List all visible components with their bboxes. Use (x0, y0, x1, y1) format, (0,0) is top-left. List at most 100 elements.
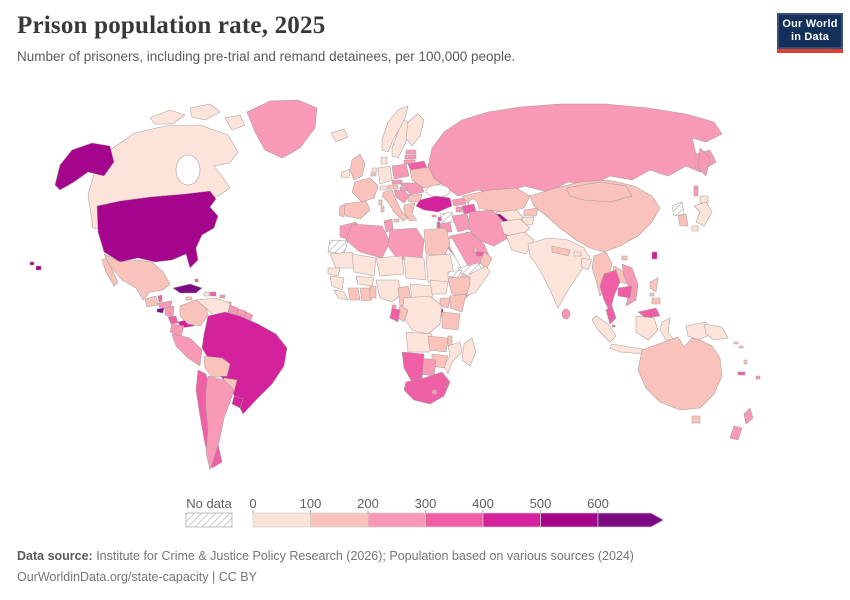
country-malaysia[interactable] (605, 305, 617, 325)
country-estonia[interactable] (405, 149, 417, 155)
country-algeria[interactable] (345, 223, 391, 259)
country-mali[interactable] (351, 253, 377, 277)
country-togo-benin[interactable] (369, 285, 377, 299)
country-western-sahara[interactable] (327, 239, 349, 255)
country-balkans[interactable] (393, 189, 411, 204)
country-ireland[interactable] (340, 168, 351, 179)
country-solomon-islands[interactable] (738, 345, 744, 349)
country-kyrgyzstan[interactable] (523, 207, 539, 217)
country-djibouti[interactable] (461, 273, 467, 278)
legend-bin-swatch[interactable] (425, 512, 484, 528)
country-indonesia-sumatra[interactable] (591, 315, 617, 343)
country-philippines-luzon[interactable] (649, 277, 659, 293)
country-nigeria[interactable] (375, 279, 403, 303)
country-niger[interactable] (375, 255, 405, 277)
country-poland[interactable] (391, 163, 410, 180)
country-el-salvador[interactable] (156, 307, 165, 314)
country-portugal[interactable] (338, 204, 346, 218)
country-greenland[interactable] (246, 99, 318, 159)
country-philippines-visayas[interactable] (649, 292, 655, 297)
legend-bin-swatch[interactable] (482, 512, 541, 528)
country-fiji[interactable] (755, 375, 761, 380)
country-denmark[interactable] (380, 156, 388, 165)
country-burkina-faso[interactable] (355, 275, 375, 287)
country-italy[interactable] (381, 189, 409, 222)
country-malaysia-borneo[interactable] (637, 307, 661, 319)
country-japan-hokkaido[interactable] (699, 195, 709, 204)
country-puerto-rico[interactable] (219, 294, 226, 299)
country-mongolia[interactable] (565, 181, 633, 203)
country-nicaragua[interactable] (164, 305, 175, 318)
country-namibia[interactable] (401, 351, 425, 383)
country-malawi[interactable] (447, 335, 453, 347)
country-netherlands[interactable] (371, 167, 378, 173)
footer-link[interactable]: OurWorldinData.org/state-capacity (17, 570, 209, 584)
country-new-zealand-north[interactable] (743, 407, 754, 425)
country-madagascar[interactable] (461, 337, 477, 367)
country-syria[interactable] (439, 211, 455, 225)
country-ghana[interactable] (359, 287, 373, 302)
country-japan-honshu[interactable] (693, 201, 713, 227)
country-armenia[interactable] (455, 206, 463, 213)
country-united-states-hawaii[interactable] (35, 265, 42, 271)
country-south-korea[interactable] (677, 213, 689, 227)
country-guatemala[interactable] (144, 295, 159, 308)
legend-bin-swatch-arrow[interactable] (597, 512, 665, 528)
country-thailand[interactable] (599, 269, 621, 313)
country-indonesia-sulawesi[interactable] (659, 317, 675, 341)
country-indonesia-borneo[interactable] (635, 315, 659, 341)
country-greece[interactable] (403, 202, 418, 222)
country-equatorial-guinea[interactable] (391, 304, 397, 309)
country-germany[interactable] (377, 165, 393, 185)
country-nepal[interactable] (551, 245, 571, 257)
country-south-sudan[interactable] (429, 279, 449, 295)
country-lesotho[interactable] (431, 389, 438, 395)
country-costa-rica[interactable] (167, 315, 179, 325)
country-russia-sakhalin[interactable] (693, 185, 699, 197)
country-iceland[interactable] (330, 128, 349, 143)
country-brazil[interactable] (201, 311, 288, 415)
country-somalia[interactable] (465, 265, 491, 297)
country-uruguay[interactable] (231, 395, 244, 409)
country-israel[interactable] (436, 221, 441, 229)
country-south-africa[interactable] (403, 371, 451, 405)
country-bangladesh[interactable] (580, 257, 593, 271)
country-singapore[interactable] (611, 324, 616, 328)
country-finland[interactable] (405, 113, 425, 147)
country-cambodia[interactable] (617, 285, 633, 299)
legend-bin-swatch[interactable] (252, 512, 311, 528)
country-canada-island[interactable] (189, 103, 221, 121)
legend-bin-swatch[interactable] (367, 512, 426, 528)
country-democratic-republic-of-congo[interactable] (401, 295, 443, 335)
country-north-korea[interactable] (671, 201, 685, 217)
country-united-states[interactable] (96, 190, 219, 269)
country-kenya[interactable] (449, 293, 467, 313)
country-sri-lanka[interactable] (561, 308, 571, 320)
country-iran[interactable] (467, 209, 509, 247)
country-cyprus[interactable] (431, 214, 437, 218)
country-china-hainan[interactable] (621, 255, 628, 261)
country-austria[interactable] (387, 184, 399, 190)
country-bolivia[interactable] (203, 355, 231, 378)
country-canada-island[interactable] (149, 109, 186, 125)
country-solomon-islands[interactable] (733, 341, 739, 345)
country-libya[interactable] (387, 227, 425, 261)
country-belgium[interactable] (370, 172, 377, 177)
country-tanzania[interactable] (441, 311, 461, 331)
country-chad[interactable] (403, 255, 427, 281)
owid-logo[interactable]: Our World in Data (777, 13, 843, 53)
country-spain[interactable] (340, 200, 371, 220)
country-taiwan[interactable] (651, 251, 658, 260)
country-lebanon[interactable] (437, 216, 442, 222)
country-australia-tasmania[interactable] (691, 415, 701, 424)
country-dominican-republic[interactable] (209, 291, 217, 297)
country-jamaica[interactable] (185, 296, 193, 301)
country-canada-island[interactable] (224, 114, 246, 131)
country-philippines-mindanao[interactable] (651, 297, 661, 305)
country-ivory-coast[interactable] (347, 287, 361, 301)
country-japan-kyushu[interactable] (691, 225, 699, 232)
country-eswatini[interactable] (443, 382, 449, 388)
country-peru[interactable] (171, 333, 203, 367)
country-united-kingdom[interactable] (349, 153, 366, 181)
country-russia[interactable] (427, 103, 723, 197)
